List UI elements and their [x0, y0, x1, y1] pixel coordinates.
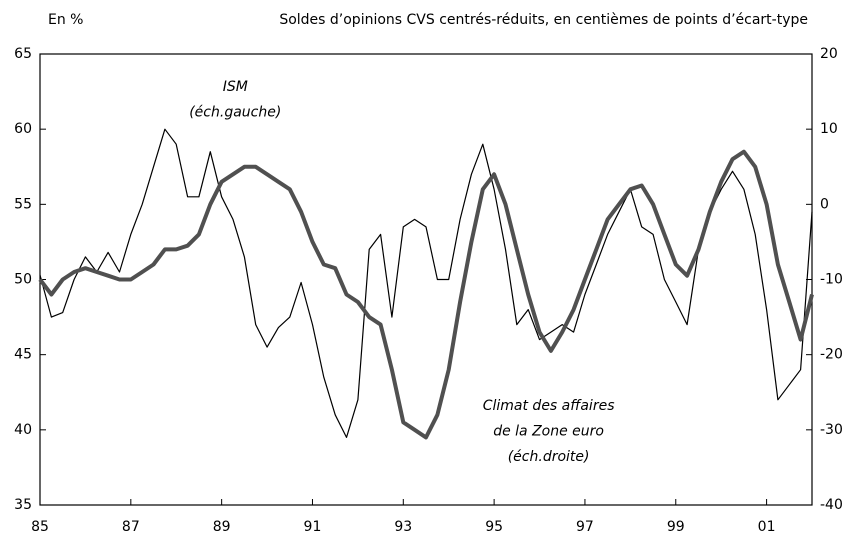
- y-tick-label: 60: [14, 121, 32, 137]
- subtitle: Soldes d’opinions CVS centrés-réduits, e…: [279, 12, 808, 28]
- x-tick-label: 93: [394, 519, 412, 535]
- y2-tick-label: -40: [820, 497, 843, 513]
- y2-tick-label: 0: [820, 196, 829, 212]
- x-tick-label: 89: [213, 519, 231, 535]
- y2-tick-label: 20: [820, 46, 838, 62]
- series-line: [38, 149, 814, 440]
- y2-tick-label: 10: [820, 121, 838, 137]
- x-tick-label: 87: [122, 519, 140, 535]
- x-tick-label: 97: [576, 519, 594, 535]
- x-tick-label: 85: [31, 519, 49, 535]
- x-tick-label: 01: [758, 519, 776, 535]
- annotation: ISM: [223, 79, 248, 95]
- annotation: de la Zone euro: [493, 423, 604, 439]
- y-axis-label: En %: [48, 12, 83, 28]
- y-tick-label: 35: [14, 497, 32, 513]
- annotation: (éch.gauche): [189, 105, 281, 121]
- x-tick-label: 91: [304, 519, 322, 535]
- y2-tick-label: -20: [820, 347, 843, 363]
- annotation: (éch.droite): [508, 449, 590, 465]
- y-tick-label: 45: [14, 347, 32, 363]
- y-tick-label: 55: [14, 196, 32, 212]
- y2-tick-label: -30: [820, 422, 843, 438]
- x-tick-label: 95: [485, 519, 503, 535]
- y2-tick-label: -10: [820, 272, 843, 288]
- y-tick-label: 50: [14, 272, 32, 288]
- series-line: [39, 128, 813, 438]
- x-tick-label: 99: [667, 519, 685, 535]
- annotation: Climat des affaires: [483, 398, 615, 414]
- y-tick-label: 40: [14, 422, 32, 438]
- y-tick-label: 65: [14, 46, 32, 62]
